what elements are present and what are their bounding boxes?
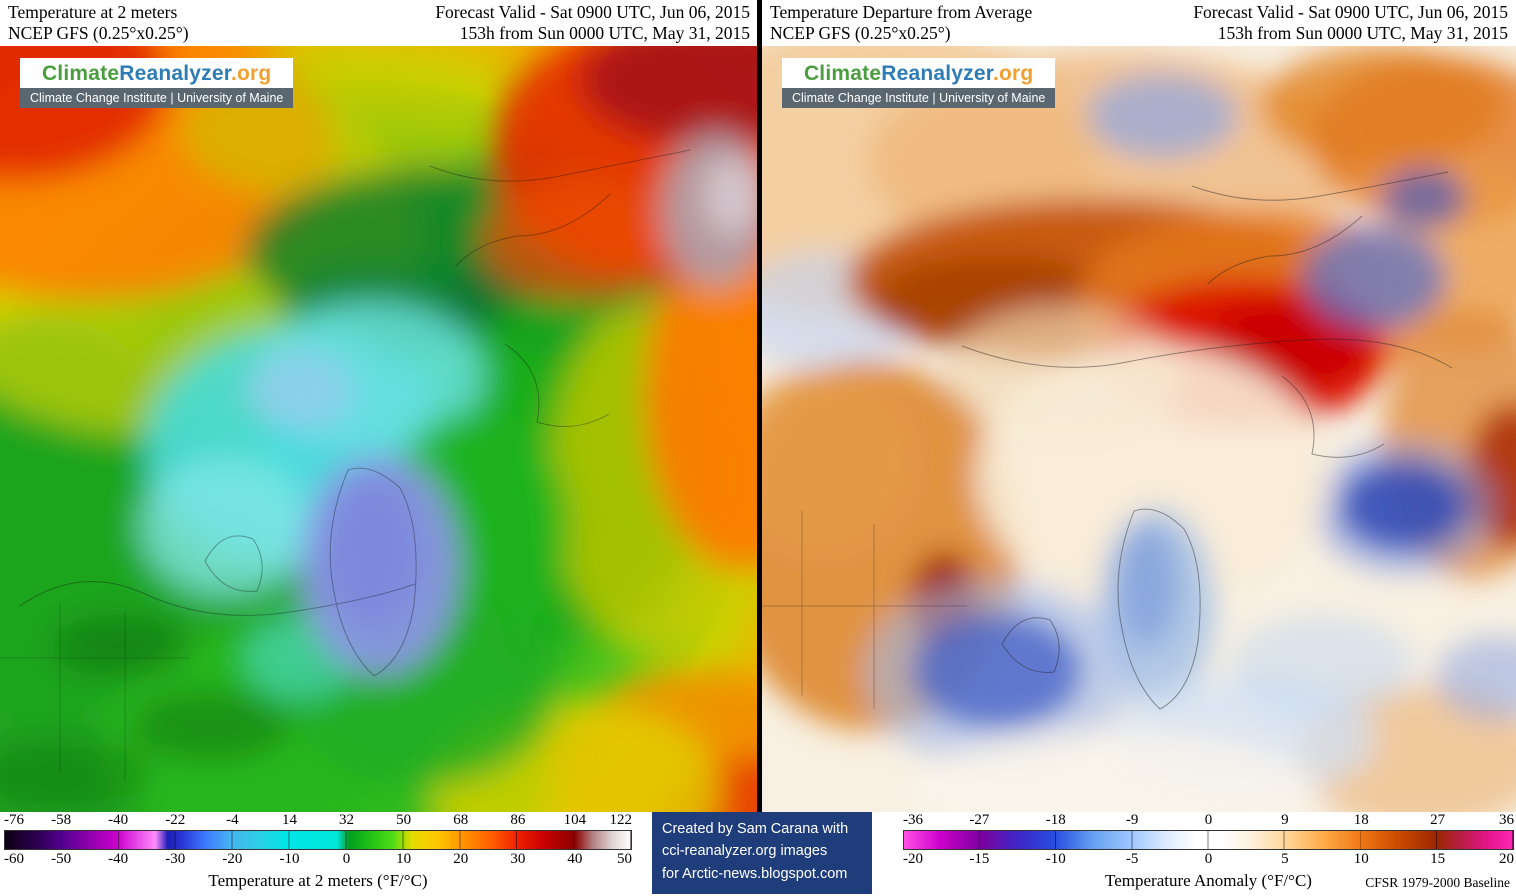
credit-line-2: cci-reanalyzer.org images xyxy=(662,843,828,860)
logo-reanalyzer: Reanalyzer xyxy=(119,62,231,85)
colorbar-tick: 0 xyxy=(342,851,351,867)
logo-climate: Climate xyxy=(803,62,882,85)
colorbar-tick: -5 xyxy=(1125,851,1139,867)
logo-org: .org xyxy=(992,62,1034,85)
left-model-label: NCEP GFS (0.25°x0.25°) xyxy=(8,23,189,43)
anomaly-map: ClimateReanalyzer.org Climate Change Ins… xyxy=(762,46,1516,812)
colorbar-tick: -40 xyxy=(108,851,129,867)
colorbar-tick: -10 xyxy=(1045,851,1066,867)
colorbar-tick: -18 xyxy=(1045,812,1066,828)
colorbar-segment-lines xyxy=(5,831,631,849)
colorbar-tick: -30 xyxy=(165,851,186,867)
colorbar-tick: 30 xyxy=(510,851,526,867)
logo-wordmark: ClimateReanalyzer.org xyxy=(782,58,1056,88)
left-header-titles: Temperature at 2 meters NCEP GFS (0.25°x… xyxy=(8,2,189,44)
colorbar-tick: 20 xyxy=(1499,851,1514,867)
colorbar-segment-lines xyxy=(904,831,1513,849)
right-header-valid: Forecast Valid - Sat 0900 UTC, Jun 06, 2… xyxy=(1193,2,1508,44)
left-colorbar-ticks-c: -60 -50 -40 -30 -20 -10 0 10 20 30 40 50 xyxy=(4,851,632,868)
colorbar-tick: 9 xyxy=(1281,812,1289,828)
panel-anomaly: Temperature Departure from Average NCEP … xyxy=(762,0,1516,896)
colorbar-tick: 32 xyxy=(339,812,355,828)
colorbar-tick: -27 xyxy=(969,812,990,828)
colorbar-tick: 15 xyxy=(1430,851,1446,867)
colorbar-tick: 5 xyxy=(1281,851,1289,867)
colorbar-tick: -58 xyxy=(51,812,72,828)
right-header-titles: Temperature Departure from Average NCEP … xyxy=(770,2,1032,44)
logo-subtitle: Climate Change Institute | University of… xyxy=(782,88,1056,108)
credit-line-3: for Arctic-news.blogspot.com xyxy=(662,865,848,882)
coastlines-right xyxy=(762,171,1453,710)
right-model-label: NCEP GFS (0.25°x0.25°) xyxy=(770,23,951,43)
colorbar-tick: 0 xyxy=(1204,851,1213,867)
climate-reanalyzer-logo: ClimateReanalyzer.org Climate Change Ins… xyxy=(20,58,294,108)
colorbar-tick: 104 xyxy=(563,812,587,828)
colorbar-tick: -9 xyxy=(1125,812,1139,828)
colorbar-tick: 27 xyxy=(1430,812,1446,828)
panel-divider xyxy=(757,0,762,812)
left-forecast-lead: 153h from Sun 0000 UTC, May 31, 2015 xyxy=(459,23,750,43)
right-legend: -36 -27 -18 -9 0 9 18 27 36 -20 -15 -10 -5 0 5 10 15 20 … xyxy=(762,812,1516,896)
colorbar-tick: -36 xyxy=(903,812,923,828)
right-colorbar-ticks-c: -20 -15 -10 -5 0 5 10 15 20 xyxy=(903,851,1514,868)
temperature-colorbar xyxy=(4,830,632,850)
colorbar-tick: 50 xyxy=(617,851,632,867)
anomaly-map-svg xyxy=(762,46,1516,812)
colorbar-tick: -4 xyxy=(226,812,239,828)
colorbar-tick: 10 xyxy=(396,851,412,867)
colorbar-tick: 10 xyxy=(1353,851,1369,867)
logo-wordmark: ClimateReanalyzer.org xyxy=(20,58,294,88)
temperature-map-svg xyxy=(0,46,758,812)
colorbar-tick: -10 xyxy=(279,851,300,867)
anomaly-colorbar xyxy=(903,830,1514,850)
coastlines-left xyxy=(0,149,691,782)
colorbar-tick: 86 xyxy=(510,812,526,828)
left-map-title: Temperature at 2 meters xyxy=(8,2,178,22)
left-legend: -76 -58 -40 -22 -4 14 32 50 68 86 104 122 -60 -50 -40… xyxy=(0,812,758,896)
colorbar-tick: -22 xyxy=(165,812,186,828)
logo-reanalyzer: Reanalyzer xyxy=(881,62,993,85)
colorbar-tick: 20 xyxy=(453,851,469,867)
colorbar-tick: -60 xyxy=(4,851,24,867)
credit-line-1: Created by Sam Carana with xyxy=(662,821,849,837)
colorbar-tick: 36 xyxy=(1499,812,1514,828)
temperature-map: ClimateReanalyzer.org Climate Change Ins… xyxy=(0,46,758,812)
colorbar-tick: -40 xyxy=(108,812,129,828)
baseline-note: CFSR 1979-2000 Baseline xyxy=(1365,875,1510,890)
panel-temperature: Temperature at 2 meters NCEP GFS (0.25°x… xyxy=(0,0,758,896)
logo-climate: Climate xyxy=(41,62,120,85)
right-panel-header: Temperature Departure from Average NCEP … xyxy=(762,0,1516,46)
colorbar-tick: 122 xyxy=(609,812,633,828)
colorbar-tick: -50 xyxy=(51,851,72,867)
right-legend-caption: Temperature Anomaly (°F/°C) xyxy=(1105,871,1312,890)
logo-org: .org xyxy=(230,62,272,85)
colorbar-tick: 50 xyxy=(396,812,412,828)
right-forecast-valid: Forecast Valid - Sat 0900 UTC, Jun 06, 2… xyxy=(1193,2,1508,22)
colorbar-tick: -20 xyxy=(222,851,243,867)
colorbar-tick: 68 xyxy=(453,812,469,828)
left-panel-header: Temperature at 2 meters NCEP GFS (0.25°x… xyxy=(0,0,758,46)
right-forecast-lead: 153h from Sun 0000 UTC, May 31, 2015 xyxy=(1217,23,1508,43)
credit-box: Created by Sam Carana with cci-reanalyze… xyxy=(652,812,872,894)
colorbar-tick: -76 xyxy=(4,812,24,828)
left-header-valid: Forecast Valid - Sat 0900 UTC, Jun 06, 2… xyxy=(435,2,750,44)
colorbar-tick: 18 xyxy=(1353,812,1369,828)
colorbar-tick: -15 xyxy=(969,851,990,867)
left-forecast-valid: Forecast Valid - Sat 0900 UTC, Jun 06, 2… xyxy=(435,2,750,22)
left-colorbar-ticks-f: -76 -58 -40 -22 -4 14 32 50 68 86 104 122 xyxy=(4,812,632,829)
right-map-title: Temperature Departure from Average xyxy=(770,2,1033,22)
colorbar-tick: 0 xyxy=(1204,812,1213,828)
colorbar-tick: -20 xyxy=(903,851,923,867)
logo-subtitle: Climate Change Institute | University of… xyxy=(20,88,294,108)
left-legend-caption: Temperature at 2 meters (°F/°C) xyxy=(208,871,428,890)
climate-reanalyzer-logo: ClimateReanalyzer.org Climate Change Ins… xyxy=(782,58,1056,108)
colorbar-tick: 40 xyxy=(567,851,583,867)
right-colorbar-ticks-f: -36 -27 -18 -9 0 9 18 27 36 xyxy=(903,812,1514,829)
colorbar-tick: 14 xyxy=(281,812,297,828)
